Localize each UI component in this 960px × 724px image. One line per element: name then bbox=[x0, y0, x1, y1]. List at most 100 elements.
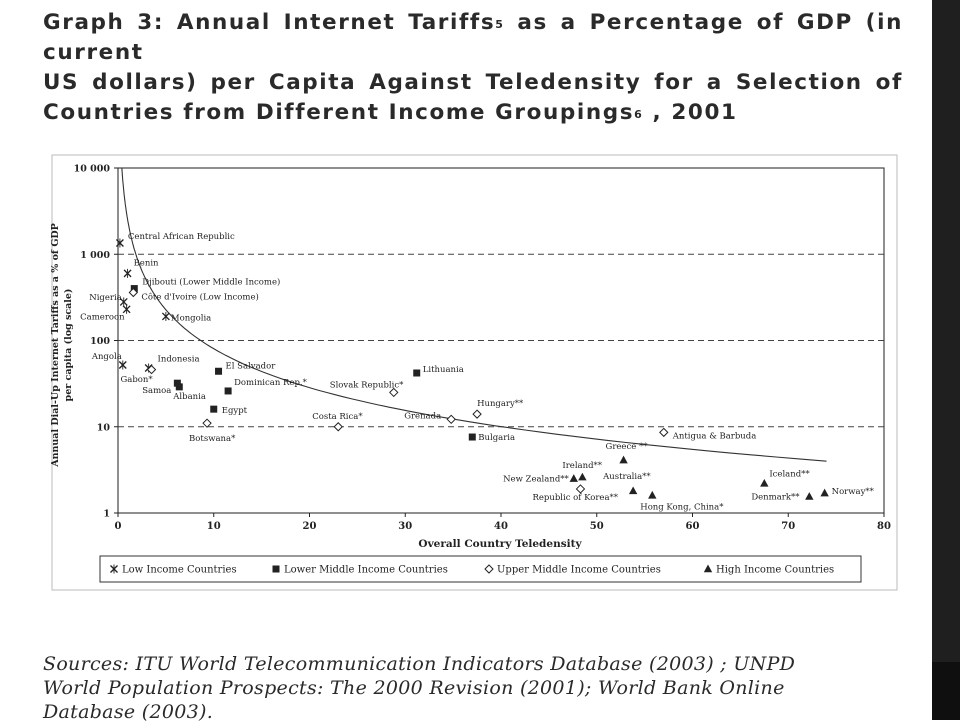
side-bar-notch bbox=[932, 662, 960, 720]
data-point-x bbox=[115, 238, 124, 248]
data-point-triangle bbox=[578, 472, 587, 481]
x-tick-label: 50 bbox=[590, 521, 604, 532]
point-label: Mongolia bbox=[171, 313, 211, 323]
dark-side-bar bbox=[932, 0, 960, 720]
x-tick-label: 80 bbox=[877, 521, 891, 532]
point-label: Hungary** bbox=[477, 399, 524, 409]
x-tick-label: 20 bbox=[303, 521, 317, 532]
data-point-x bbox=[119, 297, 128, 307]
data-point-diamond bbox=[389, 387, 399, 398]
sources-line-1: Sources: ITU World Telecommunication Ind… bbox=[43, 653, 796, 675]
point-label: El Salvador bbox=[226, 361, 277, 371]
point-label: Slovak Republic* bbox=[330, 380, 404, 390]
graph-heading: Graph 3: Annual Internet Tariffs5 as a P… bbox=[43, 8, 903, 128]
point-label: Albania bbox=[172, 392, 206, 402]
heading-part-4: , 2001 bbox=[652, 100, 738, 125]
point-label: Central African Republic bbox=[128, 232, 235, 242]
heading-line-3: Countries from Different Income Grouping… bbox=[43, 98, 903, 128]
axis-ticks: 0 10 20 30 40 50 60 70 80 1 10 100 1 000 10 000 bbox=[74, 164, 891, 533]
legend: Low Income Countries Lower Middle Income … bbox=[99, 555, 862, 583]
x-tick-label: 30 bbox=[398, 521, 412, 532]
data-point-triangle bbox=[805, 492, 814, 500]
point-label: Norway** bbox=[832, 487, 875, 497]
data-point-triangle bbox=[760, 478, 769, 487]
heading-part-3: Countries from Different Income Grouping… bbox=[43, 100, 635, 125]
point-label: Iceland** bbox=[769, 469, 810, 479]
data-point-square bbox=[468, 433, 476, 441]
point-label: Côte d'Ivoire (Low Income) bbox=[141, 292, 259, 303]
data-point-x bbox=[123, 268, 132, 278]
data-point-x bbox=[122, 304, 131, 314]
footnote-5: 5 bbox=[495, 18, 505, 31]
x-tick-label: 0 bbox=[115, 521, 122, 532]
point-label: Dominican Rep.* bbox=[234, 378, 307, 388]
data-point-diamond bbox=[659, 427, 669, 438]
legend-marker-diamond bbox=[484, 564, 494, 574]
point-label: Gabon* bbox=[120, 375, 153, 385]
point-label: Greece ** bbox=[606, 442, 649, 452]
point-label: Republic of Korea** bbox=[532, 493, 618, 503]
legend-box bbox=[99, 555, 862, 583]
legend-label: Low Income Countries bbox=[122, 565, 237, 576]
heading-part-2: as a Percentage of GDP (in current bbox=[43, 10, 903, 65]
point-label: Australia** bbox=[602, 472, 651, 482]
point-label: Nigeria bbox=[89, 293, 121, 303]
point-label: Angola bbox=[91, 352, 122, 362]
legend-label: High Income Countries bbox=[716, 565, 834, 576]
data-point-square bbox=[224, 387, 232, 395]
legend-marker-square bbox=[272, 565, 280, 573]
y-tick-label: 10 bbox=[97, 422, 111, 433]
data-point-diamond bbox=[333, 422, 343, 432]
data-point-triangle bbox=[648, 490, 657, 499]
x-tick-label: 10 bbox=[207, 521, 221, 532]
data-point-square bbox=[130, 285, 138, 293]
point-label: Samoa bbox=[142, 386, 171, 396]
point-label: Lithuania bbox=[423, 365, 464, 375]
y-tick-label: 1 bbox=[103, 509, 110, 520]
point-label: Botswana* bbox=[189, 434, 236, 444]
point-label: Hong Kong, China* bbox=[640, 502, 724, 512]
x-tick-label: 70 bbox=[781, 521, 795, 532]
footnote-6: 6 bbox=[634, 108, 644, 121]
sources-note: Sources: ITU World Telecommunication Ind… bbox=[43, 652, 898, 724]
point-label: Indonesia bbox=[158, 355, 200, 365]
heading-part-1: Annual Internet Tariffs bbox=[176, 10, 496, 35]
point-label: Djibouti (Lower Middle Income) bbox=[142, 277, 280, 288]
point-label: Bulgaria bbox=[478, 433, 515, 443]
x-axis-label: Overall Country Teledensity bbox=[418, 538, 582, 550]
point-label: Ireland** bbox=[562, 461, 602, 471]
heading-line-2: US dollars) per Capita Against Teledensi… bbox=[43, 70, 903, 95]
data-point-diamond bbox=[202, 418, 212, 428]
legend-marker-triangle bbox=[703, 564, 713, 573]
data-point-diamond bbox=[128, 287, 139, 298]
data-point-diamond bbox=[472, 409, 482, 419]
data-point-square bbox=[413, 369, 421, 377]
data-point-diamond bbox=[146, 364, 157, 375]
data-points bbox=[115, 238, 829, 500]
data-point-triangle bbox=[820, 488, 829, 497]
sources-line-3: Database (2003). bbox=[43, 701, 214, 723]
data-point-x bbox=[161, 311, 170, 321]
heading-line-1: Graph 3: Annual Internet Tariffs5 as a P… bbox=[43, 8, 903, 68]
data-point-triangle bbox=[619, 455, 628, 464]
y-axis-label-line-2: per capita (log scale) bbox=[63, 289, 74, 402]
data-point-square bbox=[175, 383, 183, 391]
data-point-square bbox=[215, 367, 223, 375]
y-tick-label: 10 000 bbox=[74, 164, 111, 175]
point-label: Grenada bbox=[404, 411, 441, 421]
point-label: New Zealand** bbox=[503, 475, 569, 485]
point-label: Egypt bbox=[222, 406, 248, 416]
y-axis-label-line-1: Annual Dial-Up Internet Tariffs as a % o… bbox=[50, 223, 61, 468]
legend-label: Upper Middle Income Countries bbox=[497, 565, 661, 576]
data-point-diamond bbox=[575, 484, 586, 494]
point-label: Costa Rica* bbox=[312, 412, 363, 422]
point-label: Cameroon bbox=[80, 312, 125, 322]
y-tick-label: 1 000 bbox=[80, 250, 110, 261]
point-label: Benin bbox=[134, 258, 159, 268]
x-tick-label: 60 bbox=[686, 521, 700, 532]
data-point-triangle bbox=[569, 474, 578, 482]
trend-line bbox=[119, 167, 827, 462]
data-point-square bbox=[173, 379, 181, 387]
point-label: Denmark** bbox=[751, 493, 800, 503]
